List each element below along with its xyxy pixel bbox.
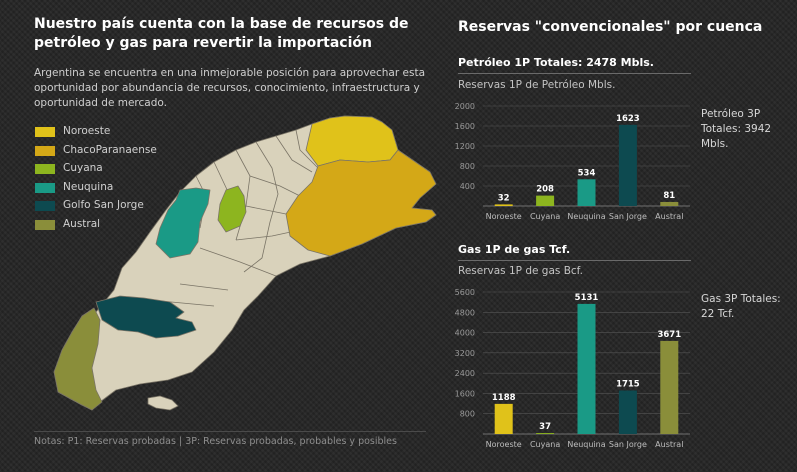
bar-value-label: 1715 (616, 380, 640, 390)
gas-chart-subtitle: Reservas 1P de gas Bcf. (458, 265, 583, 277)
oil-section-title: Petróleo 1P Totales: 2478 Mbls. (458, 56, 654, 69)
oil-chart: 400 800 1200 1600 2000 32 Noroeste 208 Cuyana 534… (455, 102, 690, 221)
bar-neuquina (577, 303, 596, 434)
gas-chart: 800 1600 2400 3200 4000 4800 5600 1188 Noroeste 3… (455, 288, 690, 449)
bar-value-label: 37 (539, 422, 551, 432)
bar-value-label: 3671 (657, 330, 681, 340)
y-tick-label: 800 (460, 410, 475, 419)
legend-swatch (35, 201, 55, 212)
map-basin-austral (53, 307, 103, 411)
x-tick-label: Austral (655, 212, 683, 221)
y-tick-label: 400 (460, 182, 475, 191)
map-basin-chacoparanaense (285, 149, 437, 257)
bar-value-label: 1188 (492, 393, 516, 403)
legend-label: ChacoParanaense (63, 143, 157, 156)
oil-section-divider (458, 73, 691, 74)
page-title: Nuestro país cuenta con la base de recur… (34, 16, 409, 51)
legend-label: Austral (63, 217, 101, 230)
y-tick-label: 4000 (455, 329, 475, 338)
legend-swatch (35, 164, 55, 175)
x-tick-label: Neuquina (567, 212, 605, 221)
y-tick-label: 800 (460, 162, 475, 171)
notes-divider (34, 431, 426, 432)
bar-cuyana (536, 433, 555, 434)
bar-value-label: 208 (536, 185, 554, 195)
x-tick-label: San Jorge (609, 440, 647, 449)
bar-value-label: 5131 (575, 293, 599, 303)
oil-3p-note: Petróleo 3P Totales: 3942 Mbls. (701, 108, 772, 150)
map-basin-golfo-san-jorge (95, 295, 197, 339)
legend-swatch (35, 182, 55, 193)
y-tick-label: 1600 (455, 389, 475, 398)
bar-value-label: 32 (498, 193, 510, 203)
y-tick-label: 3200 (455, 349, 475, 358)
bar-value-label: 81 (663, 191, 675, 201)
y-tick-label: 1600 (455, 122, 475, 131)
bar-austral (660, 340, 679, 434)
x-tick-label: Cuyana (530, 440, 560, 449)
x-tick-label: Noroeste (486, 440, 522, 449)
bar-value-label: 534 (578, 168, 596, 178)
bar-noroeste (494, 403, 513, 434)
gas-section-title: Gas 1P de gas Tcf. (458, 243, 571, 256)
bar-austral (660, 201, 679, 206)
y-tick-label: 2000 (455, 102, 475, 111)
legend-swatch (35, 219, 55, 230)
x-tick-label: Cuyana (530, 212, 560, 221)
notes-text: Notas: P1: Reservas probadas | 3P: Reser… (34, 436, 397, 447)
bar-san-jorge (618, 390, 637, 434)
oil-chart-subtitle: Reservas 1P de Petróleo Mbls. (458, 79, 616, 91)
map-basin-cuyana (217, 185, 247, 233)
legend-swatch (35, 145, 55, 156)
legend-swatch (35, 127, 55, 137)
legend-label: Cuyana (63, 162, 103, 175)
gas-3p-note: Gas 3P Totales: 22 Tcf. (701, 293, 781, 320)
x-tick-label: Noroeste (486, 212, 522, 221)
bar-cuyana (536, 195, 555, 206)
x-tick-label: Neuquina (567, 440, 605, 449)
y-tick-label: 1200 (455, 142, 475, 151)
charts-title: Reservas "convencionales" por cuenca (458, 19, 763, 35)
intro-text: Argentina se encuentra en una inmejorabl… (34, 67, 426, 109)
legend-label: Neuquina (63, 180, 114, 193)
y-tick-label: 5600 (455, 288, 475, 297)
gas-section-divider (458, 260, 691, 261)
legend-label: Noroeste (63, 125, 111, 137)
bar-san-jorge (618, 124, 637, 206)
y-tick-label: 4800 (455, 308, 475, 317)
x-tick-label: Austral (655, 440, 683, 449)
bar-noroeste (494, 204, 513, 206)
x-tick-label: San Jorge (609, 212, 647, 221)
legend-label: Golfo San Jorge (63, 199, 144, 212)
bar-value-label: 1623 (616, 114, 640, 124)
bar-neuquina (577, 179, 596, 206)
y-tick-label: 2400 (455, 369, 475, 378)
map-basin-neuquina (155, 187, 211, 259)
map-tierra-del-fuego (147, 395, 179, 411)
